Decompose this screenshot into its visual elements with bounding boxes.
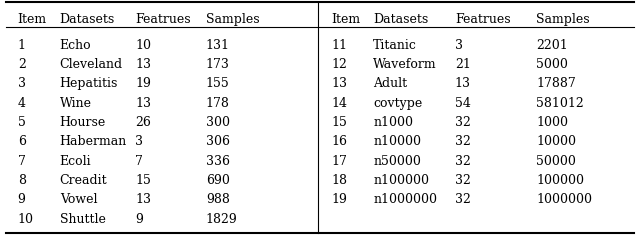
Text: 3: 3 (135, 135, 143, 148)
Text: 16: 16 (332, 135, 348, 148)
Text: Echo: Echo (60, 39, 92, 52)
Text: Samples: Samples (536, 13, 590, 26)
Text: 100000: 100000 (536, 174, 584, 187)
Text: covtype: covtype (373, 97, 422, 110)
Text: 26: 26 (135, 116, 151, 129)
Text: n50000: n50000 (373, 155, 421, 168)
Text: n100000: n100000 (373, 174, 429, 187)
Text: 5000: 5000 (536, 58, 568, 71)
Text: 12: 12 (332, 58, 347, 71)
Text: 1000000: 1000000 (536, 193, 593, 206)
Text: 19: 19 (332, 193, 347, 206)
Text: 32: 32 (455, 135, 471, 148)
Text: Item: Item (332, 13, 360, 26)
Text: 581012: 581012 (536, 97, 584, 110)
Text: Creadit: Creadit (60, 174, 108, 187)
Text: 9: 9 (135, 213, 143, 226)
Text: 988: 988 (206, 193, 230, 206)
Text: 3: 3 (18, 77, 26, 90)
Text: 690: 690 (206, 174, 230, 187)
Text: 15: 15 (135, 174, 151, 187)
Text: Vowel: Vowel (60, 193, 97, 206)
Text: 32: 32 (455, 155, 471, 168)
Text: 10: 10 (135, 39, 151, 52)
Text: 13: 13 (455, 77, 471, 90)
Text: Datasets: Datasets (60, 13, 115, 26)
Text: 10: 10 (18, 213, 34, 226)
Text: 14: 14 (332, 97, 348, 110)
Text: 7: 7 (135, 155, 143, 168)
Text: n10000: n10000 (373, 135, 421, 148)
Text: n1000: n1000 (373, 116, 413, 129)
Text: Featrues: Featrues (455, 13, 511, 26)
Text: 4: 4 (18, 97, 26, 110)
Text: 2: 2 (18, 58, 26, 71)
Text: n1000000: n1000000 (373, 193, 437, 206)
Text: Hourse: Hourse (60, 116, 106, 129)
Text: 7: 7 (18, 155, 26, 168)
Text: Samples: Samples (206, 13, 259, 26)
Text: Ecoli: Ecoli (60, 155, 92, 168)
Text: 5: 5 (18, 116, 26, 129)
Text: 13: 13 (135, 97, 151, 110)
Text: 1829: 1829 (206, 213, 237, 226)
Text: 178: 178 (206, 97, 230, 110)
Text: 32: 32 (455, 116, 471, 129)
Text: Haberman: Haberman (60, 135, 127, 148)
Text: 9: 9 (18, 193, 26, 206)
Text: 8: 8 (18, 174, 26, 187)
Text: 1000: 1000 (536, 116, 568, 129)
Text: 19: 19 (135, 77, 151, 90)
Text: 32: 32 (455, 193, 471, 206)
Text: 306: 306 (206, 135, 230, 148)
Text: 155: 155 (206, 77, 230, 90)
Text: 17887: 17887 (536, 77, 576, 90)
Text: 300: 300 (206, 116, 230, 129)
Text: 13: 13 (135, 193, 151, 206)
Text: 17: 17 (332, 155, 347, 168)
Text: Waveform: Waveform (373, 58, 437, 71)
Text: Adult: Adult (373, 77, 408, 90)
Text: Datasets: Datasets (373, 13, 429, 26)
Text: Wine: Wine (60, 97, 92, 110)
Text: 1: 1 (18, 39, 26, 52)
Text: 10000: 10000 (536, 135, 577, 148)
Text: 173: 173 (206, 58, 230, 71)
Text: 32: 32 (455, 174, 471, 187)
Text: 21: 21 (455, 58, 471, 71)
Text: Item: Item (18, 13, 47, 26)
Text: 15: 15 (332, 116, 347, 129)
Text: Cleveland: Cleveland (60, 58, 123, 71)
Text: 3: 3 (455, 39, 463, 52)
Text: 2201: 2201 (536, 39, 568, 52)
Text: 50000: 50000 (536, 155, 576, 168)
Text: Titanic: Titanic (373, 39, 417, 52)
Text: 54: 54 (455, 97, 471, 110)
Text: 336: 336 (206, 155, 230, 168)
Text: 13: 13 (135, 58, 151, 71)
Text: 18: 18 (332, 174, 348, 187)
Text: Shuttle: Shuttle (60, 213, 106, 226)
Text: 13: 13 (332, 77, 348, 90)
Text: 131: 131 (206, 39, 230, 52)
Text: Hepatitis: Hepatitis (60, 77, 118, 90)
Text: 11: 11 (332, 39, 348, 52)
Text: Featrues: Featrues (135, 13, 191, 26)
Text: 6: 6 (18, 135, 26, 148)
